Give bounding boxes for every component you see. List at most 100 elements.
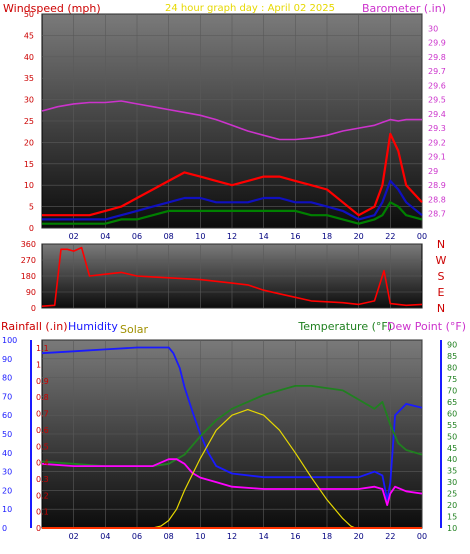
rain-tick-label: 0.8 bbox=[36, 393, 49, 402]
solar-line bbox=[42, 409, 422, 529]
baro-tick-label: 29.8 bbox=[428, 53, 446, 62]
baro-y-ticks: 28.7 28.8 28.9 29 29.1 29.2 29.3 29.4 29.5 29.6 29… bbox=[428, 24, 446, 218]
wind-x-tick-label: 00 bbox=[417, 232, 427, 241]
temp-tick-label: 70 bbox=[447, 386, 457, 395]
wind-tick-label: 45 bbox=[24, 31, 34, 40]
rain-tick-label: 0.3 bbox=[36, 475, 49, 484]
direction-tick-label: 180 bbox=[21, 272, 36, 281]
rain-tick-label: 0.2 bbox=[36, 491, 49, 500]
wind-tick-label: 0 bbox=[29, 224, 34, 233]
wind-x-tick-label: 06 bbox=[132, 232, 142, 241]
temp-x-tick-label: 20 bbox=[354, 532, 364, 541]
temp-tick-label: 45 bbox=[447, 444, 457, 453]
humidity-tick-label: 10 bbox=[2, 505, 12, 514]
rain-tick-label: 1.1 bbox=[36, 344, 49, 353]
wind-tick-label: 50 bbox=[24, 10, 34, 19]
temp-x-tick-label: 02 bbox=[69, 532, 79, 541]
direction-tick-label: 270 bbox=[21, 256, 36, 265]
rain-tick-label: 0.5 bbox=[36, 442, 49, 451]
wind-tick-label: 25 bbox=[24, 117, 34, 126]
rain-tick-label: 0.6 bbox=[36, 426, 49, 435]
wind-x-ticks: 02 04 06 08 10 12 14 16 18 20 22 00 bbox=[69, 232, 428, 241]
temp-x-tick-label: 22 bbox=[385, 532, 395, 541]
wind-tick-label: 35 bbox=[24, 74, 34, 83]
temp-grid bbox=[42, 339, 423, 529]
humidity-tick-label: 60 bbox=[2, 411, 12, 420]
rain-axis-label: Rainfall (.in) bbox=[1, 320, 68, 333]
humidity-y-ticks: 0 10 20 30 40 50 60 70 80 90 100 bbox=[2, 336, 17, 533]
wind-tick-label: 5 bbox=[29, 203, 34, 212]
baro-tick-label: 28.9 bbox=[428, 181, 446, 190]
graph-title: 24 hour graph day : April 02 2025 bbox=[165, 3, 335, 14]
temp-tick-label: 55 bbox=[447, 421, 457, 430]
temp-tick-label: 20 bbox=[447, 501, 457, 510]
temp-series bbox=[41, 346, 423, 529]
humidity-line bbox=[41, 346, 423, 501]
rain-tick-label: 0.1 bbox=[36, 508, 49, 517]
wind-tick-label: 30 bbox=[24, 96, 34, 105]
wind-grid bbox=[42, 13, 423, 229]
wind-x-tick-label: 14 bbox=[259, 232, 269, 241]
temp-tick-label: 85 bbox=[447, 352, 457, 361]
baro-tick-label: 28.8 bbox=[428, 195, 446, 204]
barometer-line bbox=[41, 100, 422, 141]
compass-label: N bbox=[437, 302, 445, 315]
temp-x-tick-label: 14 bbox=[259, 532, 269, 541]
humidity-tick-label: 30 bbox=[2, 468, 12, 477]
wind-tick-label: 20 bbox=[24, 138, 34, 147]
temp-tick-label: 10 bbox=[447, 524, 457, 533]
wind-tick-label: 10 bbox=[24, 181, 34, 190]
baro-tick-label: 29.2 bbox=[428, 138, 446, 147]
temp-tick-label: 15 bbox=[447, 513, 457, 522]
baro-tick-label: 29.9 bbox=[428, 39, 446, 48]
temp-axis-label: Temperature (°F) bbox=[297, 320, 392, 333]
temp-tick-label: 50 bbox=[447, 432, 457, 441]
temp-x-tick-label: 00 bbox=[417, 532, 427, 541]
temp-tick-label: 90 bbox=[447, 341, 457, 350]
rain-y-ticks: 0 0.1 0.2 0.3 0.4 0.5 0.6 0.7 0.8 0.9 1 1.1 bbox=[36, 344, 49, 533]
temp-tick-label: 40 bbox=[447, 455, 457, 464]
temp-tick-label: 30 bbox=[447, 478, 457, 487]
baro-tick-label: 29.4 bbox=[428, 110, 446, 119]
wind-x-tick-label: 22 bbox=[385, 232, 395, 241]
compass-label: S bbox=[438, 270, 445, 283]
rain-tick-label: 0.7 bbox=[36, 410, 49, 419]
wind-x-tick-label: 12 bbox=[227, 232, 237, 241]
temp-tick-label: 80 bbox=[447, 364, 457, 373]
wind-tick-label: 15 bbox=[24, 160, 34, 169]
temp-tick-label: 35 bbox=[447, 467, 457, 476]
wind-y-ticks: 0 5 10 15 20 25 30 35 40 45 50 bbox=[24, 10, 34, 233]
avg-line bbox=[42, 201, 423, 225]
temp-tick-label: 75 bbox=[447, 375, 457, 384]
humidity-tick-label: 70 bbox=[2, 392, 12, 401]
temp-x-tick-label: 06 bbox=[132, 532, 142, 541]
compass-label: E bbox=[438, 286, 445, 299]
direction-line bbox=[41, 246, 423, 307]
solar-axis-label: Solar bbox=[120, 323, 149, 336]
direction-series bbox=[41, 246, 423, 307]
gust-line bbox=[42, 132, 423, 217]
baro-tick-label: 29.7 bbox=[428, 67, 446, 76]
rain-tick-label: 0.4 bbox=[36, 459, 49, 468]
temp-tick-label: 65 bbox=[447, 398, 457, 407]
humidity-tick-label: 90 bbox=[2, 355, 12, 364]
wind-x-tick-label: 16 bbox=[290, 232, 300, 241]
temp-axis-bar bbox=[440, 340, 442, 528]
wind-line bbox=[42, 179, 423, 221]
baro-tick-label: 29.5 bbox=[428, 96, 446, 105]
wind-x-tick-label: 08 bbox=[164, 232, 174, 241]
temp-tick-label: 60 bbox=[447, 409, 457, 418]
temp-y-ticks: 10 15 20 25 30 35 40 45 50 55 60 65 70 75 80 85 90 bbox=[447, 341, 457, 533]
temp-x-tick-label: 16 bbox=[290, 532, 300, 541]
baro-axis-label: Barometer (.in) bbox=[362, 2, 446, 15]
dewpoint-line bbox=[41, 458, 423, 507]
temp-x-tick-label: 08 bbox=[164, 532, 174, 541]
temp-x-tick-label: 12 bbox=[227, 532, 237, 541]
wind-x-tick-label: 04 bbox=[100, 232, 110, 241]
direction-tick-label: 0 bbox=[31, 304, 36, 313]
dew-axis-label: Dew Point (°F) bbox=[387, 320, 466, 333]
